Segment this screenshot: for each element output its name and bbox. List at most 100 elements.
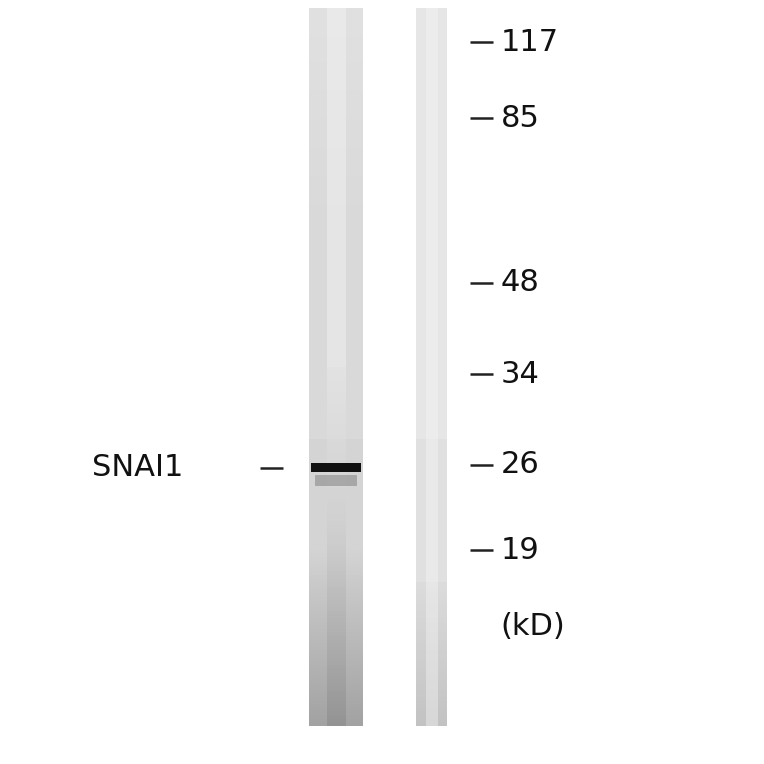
FancyBboxPatch shape [309,514,363,517]
FancyBboxPatch shape [327,445,345,449]
FancyBboxPatch shape [327,101,345,105]
FancyBboxPatch shape [327,270,345,274]
FancyBboxPatch shape [426,363,438,367]
FancyBboxPatch shape [426,8,438,11]
FancyBboxPatch shape [327,169,345,173]
FancyBboxPatch shape [309,672,363,675]
Text: 85: 85 [500,104,539,133]
FancyBboxPatch shape [426,539,438,542]
FancyBboxPatch shape [309,280,363,284]
FancyBboxPatch shape [327,481,345,485]
FancyBboxPatch shape [309,335,363,338]
FancyBboxPatch shape [426,481,438,485]
FancyBboxPatch shape [327,73,345,76]
FancyBboxPatch shape [309,37,363,40]
FancyBboxPatch shape [309,604,363,607]
FancyBboxPatch shape [416,212,447,216]
FancyBboxPatch shape [426,586,438,589]
FancyBboxPatch shape [416,396,447,399]
FancyBboxPatch shape [426,79,438,83]
FancyBboxPatch shape [416,316,447,320]
FancyBboxPatch shape [327,166,345,170]
FancyBboxPatch shape [309,90,363,94]
FancyBboxPatch shape [416,489,447,493]
FancyBboxPatch shape [327,25,345,29]
FancyBboxPatch shape [309,564,363,568]
FancyBboxPatch shape [309,489,363,493]
FancyBboxPatch shape [309,216,363,219]
FancyBboxPatch shape [309,126,363,130]
FancyBboxPatch shape [426,445,438,449]
FancyBboxPatch shape [309,532,363,536]
FancyBboxPatch shape [426,345,438,348]
FancyBboxPatch shape [327,137,345,141]
FancyBboxPatch shape [327,564,345,568]
FancyBboxPatch shape [426,697,438,701]
FancyBboxPatch shape [309,542,363,546]
FancyBboxPatch shape [327,593,345,597]
FancyBboxPatch shape [309,707,363,711]
FancyBboxPatch shape [309,636,363,639]
FancyBboxPatch shape [327,517,345,521]
FancyBboxPatch shape [327,356,345,360]
FancyBboxPatch shape [309,62,363,65]
FancyBboxPatch shape [416,399,447,403]
FancyBboxPatch shape [309,223,363,227]
FancyBboxPatch shape [327,69,345,73]
FancyBboxPatch shape [416,33,447,37]
FancyBboxPatch shape [309,54,363,58]
FancyBboxPatch shape [309,11,363,15]
FancyBboxPatch shape [327,561,345,564]
FancyBboxPatch shape [416,191,447,194]
FancyBboxPatch shape [426,137,438,141]
FancyBboxPatch shape [416,352,447,356]
FancyBboxPatch shape [426,338,438,342]
FancyBboxPatch shape [309,198,363,202]
FancyBboxPatch shape [327,299,345,302]
FancyBboxPatch shape [327,198,345,202]
FancyBboxPatch shape [327,255,345,259]
FancyBboxPatch shape [416,25,447,29]
FancyBboxPatch shape [426,388,438,392]
FancyBboxPatch shape [416,578,447,582]
FancyBboxPatch shape [309,155,363,158]
FancyBboxPatch shape [426,611,438,614]
FancyBboxPatch shape [309,694,363,697]
FancyBboxPatch shape [426,94,438,98]
FancyBboxPatch shape [426,661,438,665]
FancyBboxPatch shape [426,658,438,661]
FancyBboxPatch shape [426,176,438,180]
FancyBboxPatch shape [426,69,438,73]
FancyBboxPatch shape [416,274,447,277]
FancyBboxPatch shape [416,435,447,439]
FancyBboxPatch shape [416,679,447,683]
FancyBboxPatch shape [327,507,345,510]
FancyBboxPatch shape [309,302,363,306]
FancyBboxPatch shape [309,299,363,302]
FancyBboxPatch shape [309,238,363,241]
FancyBboxPatch shape [426,575,438,578]
FancyBboxPatch shape [327,266,345,270]
FancyBboxPatch shape [426,295,438,299]
FancyBboxPatch shape [309,578,363,582]
FancyBboxPatch shape [327,44,345,47]
FancyBboxPatch shape [309,83,363,86]
FancyBboxPatch shape [315,475,357,486]
FancyBboxPatch shape [416,367,447,371]
FancyBboxPatch shape [309,432,363,435]
FancyBboxPatch shape [327,173,345,176]
FancyBboxPatch shape [327,295,345,299]
FancyBboxPatch shape [309,377,363,381]
FancyBboxPatch shape [309,582,363,586]
FancyBboxPatch shape [309,363,363,367]
FancyBboxPatch shape [426,392,438,396]
FancyBboxPatch shape [309,173,363,176]
FancyBboxPatch shape [327,381,345,385]
FancyBboxPatch shape [309,79,363,83]
Text: 34: 34 [500,360,539,389]
FancyBboxPatch shape [426,29,438,33]
FancyBboxPatch shape [416,194,447,198]
FancyBboxPatch shape [309,668,363,672]
FancyBboxPatch shape [416,586,447,589]
FancyBboxPatch shape [426,313,438,316]
